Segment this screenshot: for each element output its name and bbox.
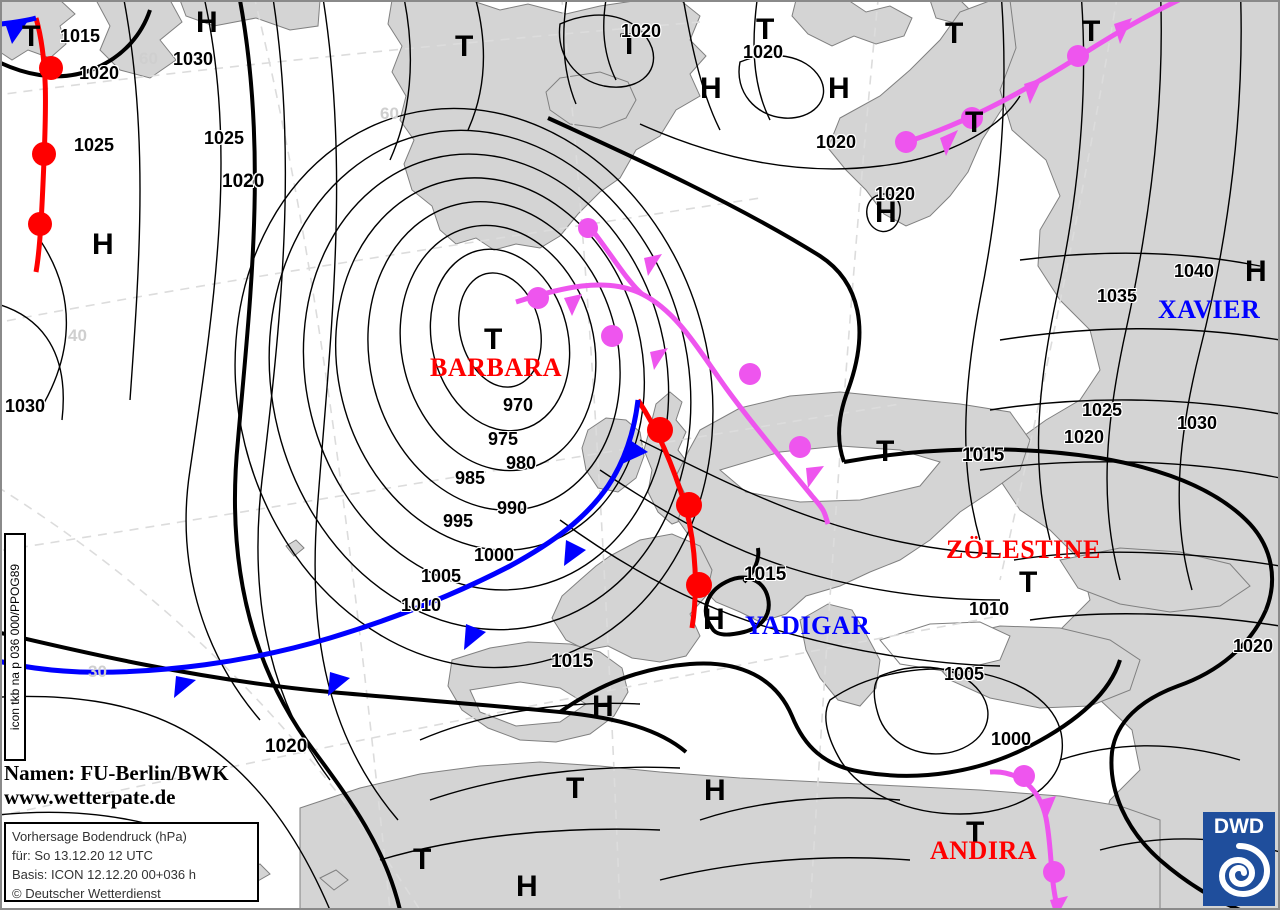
spiral-icon [1218,843,1271,898]
credits-line-website: www.wetterpate.de [4,784,176,809]
credits-line-names: Namen: FU-Berlin/BWK [4,761,229,785]
info-product-title: Vorhersage Bodendruck (hPa) [12,829,187,844]
info-valid-time: für: So 13.12.20 12 UTC [12,847,153,863]
dwd-logo: DWD [1203,812,1275,906]
model-run-label: icon tkb na p 036 000/PPOG89 [4,533,26,761]
cold-front-layer [0,15,648,698]
info-copyright: © Deutscher Wetterdienst [12,885,161,901]
graticule-layer [0,0,1118,910]
inland-water-layer [469,445,1011,727]
occluded-front-layer [515,0,1185,910]
info-model-basis: Basis: ICON 12.12.20 00+036 h [12,866,196,882]
credits-block: Namen: FU-Berlin/BWK www.wetterpate.de [4,761,229,809]
forecast-info-box: Vorhersage Bodendruck (hPa) für: So 13.1… [4,822,259,902]
warm-front-layer [28,17,712,629]
dwd-logo-text: DWD [1213,815,1265,838]
